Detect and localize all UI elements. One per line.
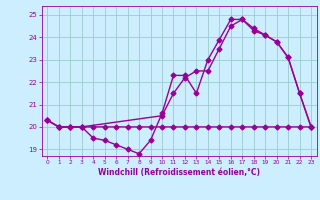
X-axis label: Windchill (Refroidissement éolien,°C): Windchill (Refroidissement éolien,°C) xyxy=(98,168,260,177)
